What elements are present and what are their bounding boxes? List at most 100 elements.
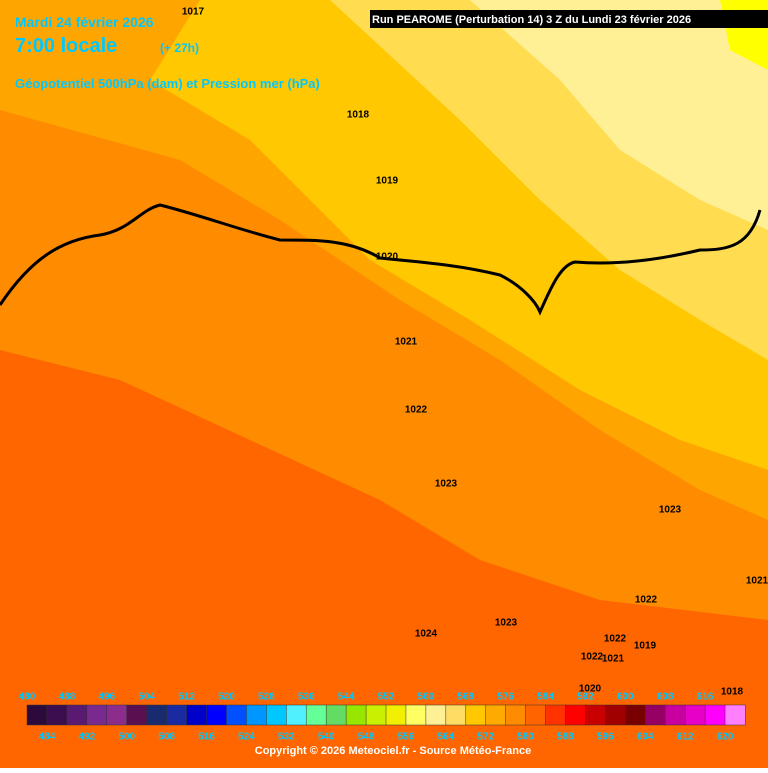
colorbar-swatch bbox=[605, 704, 626, 726]
isobar-label: 1022 bbox=[604, 634, 627, 645]
colorbar-swatch bbox=[625, 704, 646, 726]
isobar-label: 1023 bbox=[435, 479, 458, 490]
border bbox=[0, 203, 762, 316]
colorbar-label: 616 bbox=[697, 692, 714, 703]
colorbar-swatch bbox=[345, 704, 367, 726]
colorbar-label: 608 bbox=[657, 692, 674, 703]
colorbar-swatch bbox=[146, 704, 168, 726]
colorbar-swatch bbox=[365, 704, 387, 726]
isobar-label: 1020 bbox=[376, 252, 399, 263]
colorbar-label: 588 bbox=[557, 732, 574, 743]
colorbar-label: 596 bbox=[597, 732, 614, 743]
colorbar-label: 568 bbox=[457, 692, 474, 703]
colorbar-swatch bbox=[684, 704, 706, 726]
colorbar-swatch bbox=[385, 704, 407, 726]
isobar-label: 1019 bbox=[634, 641, 657, 652]
isobar-label: 1018 bbox=[721, 687, 744, 698]
isobar-label: 1021 bbox=[746, 576, 768, 587]
isobar-label: 1017 bbox=[182, 7, 205, 18]
colorbar-label: 604 bbox=[637, 732, 654, 743]
colorbar-label: 564 bbox=[437, 732, 454, 743]
colorbar-swatch bbox=[704, 704, 726, 726]
colorbar-swatch bbox=[226, 704, 247, 726]
colorbar-swatch bbox=[66, 704, 88, 726]
colorbar-swatch bbox=[126, 704, 148, 726]
colorbar-label: 592 bbox=[577, 692, 594, 703]
isobar-label: 1024 bbox=[415, 629, 438, 640]
colorbar-swatch bbox=[26, 704, 48, 726]
colorbar-swatch bbox=[565, 704, 586, 726]
colorbar-label: 536 bbox=[298, 692, 315, 703]
isobar-label: 1018 bbox=[347, 110, 370, 121]
colorbar-swatch bbox=[106, 704, 128, 726]
colorbar-swatch bbox=[266, 704, 287, 726]
colorbar-label: 512 bbox=[178, 692, 195, 703]
colorbar-label: 580 bbox=[517, 732, 534, 743]
isobar-label: 1023 bbox=[495, 618, 518, 629]
isobar-label: 1022 bbox=[405, 405, 428, 416]
colorbar-swatch bbox=[206, 704, 227, 726]
colorbar-label: 524 bbox=[238, 732, 255, 743]
colorbar-swatch bbox=[585, 704, 606, 726]
field: Géopotentiel 500hPa (dam) et Pression me… bbox=[15, 76, 320, 91]
colorbar-label: 480 bbox=[19, 692, 36, 703]
colorbar-label: 556 bbox=[398, 732, 415, 743]
colorbar-label: 484 bbox=[39, 732, 56, 743]
isobar-label: 1023 bbox=[659, 505, 682, 516]
colorbar-swatch bbox=[525, 704, 547, 726]
colorbar-label: 504 bbox=[138, 692, 155, 703]
colorbar-label: 620 bbox=[717, 732, 734, 743]
colorbar-label: 496 bbox=[98, 692, 115, 703]
colorbar-label: 572 bbox=[477, 732, 494, 743]
colorbar-swatch bbox=[425, 704, 447, 726]
colorbar-swatch bbox=[325, 704, 347, 726]
run-text: Run PEAROME (Perturbation 14) 3 Z du Lun… bbox=[372, 14, 691, 26]
isobar-label: 1022 bbox=[635, 595, 658, 606]
colorbar-swatch bbox=[405, 704, 427, 726]
isobar-label: 1022 bbox=[581, 652, 604, 663]
colorbar-swatch bbox=[664, 704, 686, 726]
colorbar-swatch bbox=[286, 704, 307, 726]
band bbox=[470, 0, 768, 230]
colorbar-label: 576 bbox=[497, 692, 514, 703]
colorbar-label: 508 bbox=[158, 732, 175, 743]
colorbar-swatch bbox=[166, 704, 188, 726]
colorbar-label: 528 bbox=[258, 692, 275, 703]
colorbar-label: 516 bbox=[198, 732, 215, 743]
time: 7:00 locale bbox=[15, 35, 117, 57]
colorbar-swatch bbox=[86, 704, 108, 726]
colorbar-label: 544 bbox=[338, 692, 355, 703]
colorbar-swatch bbox=[545, 704, 567, 726]
colorbar-label: 548 bbox=[358, 732, 375, 743]
colorbar-label: 532 bbox=[278, 732, 295, 743]
colorbar-swatch bbox=[445, 704, 467, 726]
run-box bbox=[370, 10, 768, 28]
colorbar-label: 600 bbox=[617, 692, 634, 703]
colorbar-label: 488 bbox=[59, 692, 76, 703]
colorbar-label: 492 bbox=[78, 732, 95, 743]
colorbar-swatch bbox=[46, 704, 68, 726]
colorbar-label: 552 bbox=[378, 692, 395, 703]
colorbar-label: 584 bbox=[537, 692, 554, 703]
date: Mardi 24 février 2026 bbox=[15, 14, 154, 30]
isobar-label: 1021 bbox=[395, 337, 418, 348]
colorbar-label: 500 bbox=[118, 732, 135, 743]
colorbar-swatch bbox=[465, 704, 487, 726]
colorbar-swatch bbox=[645, 704, 666, 726]
copyright: Copyright © 2026 Meteociel.fr - Source M… bbox=[255, 745, 531, 757]
isobar-label: 1021 bbox=[602, 654, 625, 665]
colorbar-swatch bbox=[186, 704, 208, 726]
colorbar-label: 560 bbox=[418, 692, 435, 703]
colorbar-swatch bbox=[485, 704, 507, 726]
colorbar-swatch bbox=[724, 704, 746, 726]
lead: (+ 27h) bbox=[160, 41, 199, 55]
isobar-label: 1019 bbox=[376, 176, 399, 187]
colorbar-label: 612 bbox=[677, 732, 694, 743]
colorbar-label: 540 bbox=[318, 732, 335, 743]
colorbar-swatch bbox=[505, 704, 527, 726]
colorbar-label: 520 bbox=[218, 692, 235, 703]
colorbar-swatch bbox=[246, 704, 267, 726]
colorbar-swatch bbox=[305, 704, 327, 726]
isobar-label: 1020 bbox=[579, 684, 602, 695]
